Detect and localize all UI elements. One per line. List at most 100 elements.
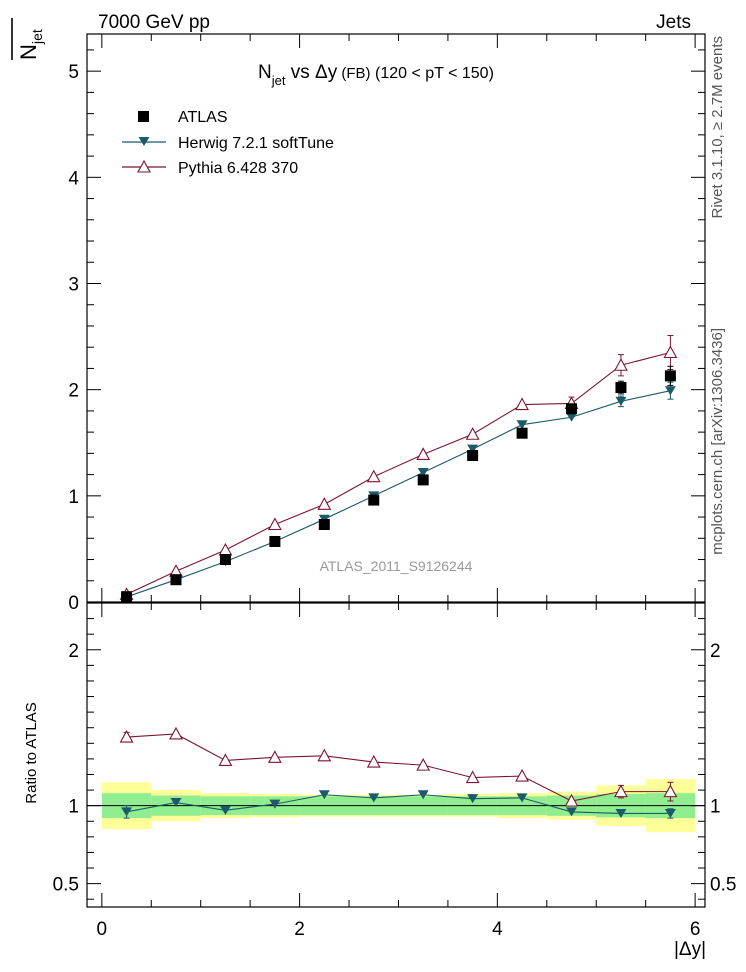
ratio-ytick-label-left-0: 0.5 xyxy=(53,875,79,896)
ratio-pythia-point-0 xyxy=(119,729,134,743)
ratio-ytick-label-right-0: 0.5 xyxy=(710,875,736,896)
main-atlas-point-4 xyxy=(318,518,330,530)
legend-pythia-marker xyxy=(137,159,151,173)
main-title: Njet vs Δy (FB) (120 < pT < 150) xyxy=(258,62,494,88)
main-atlas-point-1 xyxy=(170,574,182,586)
ratio-ytick-label-right-1: 1 xyxy=(710,797,721,818)
ratio-pythia-point-10 xyxy=(614,784,628,798)
legend-atlas-marker xyxy=(138,111,149,122)
main-atlas-point-7 xyxy=(467,449,479,461)
main-ytick-label-5: 5 xyxy=(68,62,79,83)
ratio-pythia-point-8 xyxy=(515,768,529,782)
main-ylabel: N jet xyxy=(11,18,45,60)
title-subscript: jet xyxy=(271,73,286,88)
main-herwig-point-7 xyxy=(467,444,479,454)
main-pythia-point-11 xyxy=(663,345,678,359)
main-pythia-point-3 xyxy=(267,517,282,531)
ratio-pythia-line xyxy=(126,733,671,802)
ratio-herwig-point-5 xyxy=(368,793,380,803)
ratio-ytick-label-right-2: 2 xyxy=(710,641,721,662)
main-pythia-line xyxy=(126,351,671,595)
ratio-pythia-point-6 xyxy=(416,757,431,771)
rivet-label: Rivet 3.1.10, ≥ 2.7M events xyxy=(709,36,726,219)
ratio-axis-ticks: 0.5 0.5 1 1 2 2 0 2 4 6 xyxy=(53,603,736,940)
header-left-label: 7000 GeV pp xyxy=(98,12,210,33)
ratio-pythia-point-1 xyxy=(169,726,183,740)
ratio-herwig-point-0 xyxy=(121,807,133,817)
legend-pythia-label: Pythia 6.428 370 xyxy=(178,160,298,177)
title-tag: (FB) xyxy=(337,65,370,82)
main-atlas-point-6 xyxy=(417,474,429,486)
main-herwig-point-9 xyxy=(566,412,578,422)
main-pythia-point-2 xyxy=(218,542,233,556)
ratio-pythia-point-5 xyxy=(366,754,381,768)
main-pythia-point-8 xyxy=(515,397,529,411)
ratio-pythia-point-4 xyxy=(317,748,332,762)
main-herwig-point-6 xyxy=(417,467,429,477)
ratio-herwig-point-2 xyxy=(219,805,231,815)
main-atlas-point-3 xyxy=(269,535,281,547)
ratio-ylabel: Ratio to ATLAS xyxy=(23,702,40,803)
xtick-label-3: 6 xyxy=(690,919,701,940)
ratio-herwig-point-10 xyxy=(615,808,627,818)
ratio-herwig-point-9 xyxy=(566,807,578,817)
ratio-herwig-point-11 xyxy=(664,808,676,818)
header-right-label: Jets xyxy=(656,12,691,33)
ratio-herwig-point-7 xyxy=(467,794,479,804)
watermark-label: ATLAS_2011_S9126244 xyxy=(320,558,473,574)
ratio-herwig-line xyxy=(126,794,671,815)
ratio-series-layer xyxy=(119,726,678,819)
main-ytick-label-1: 1 xyxy=(68,487,79,508)
main-atlas-point-2 xyxy=(219,554,231,566)
main-series-layer xyxy=(119,335,678,603)
main-frame xyxy=(86,33,706,603)
xtick-label-0: 0 xyxy=(97,919,108,940)
main-ytick-label-3: 3 xyxy=(68,274,79,295)
main-ylabel-symbol: N xyxy=(16,44,41,60)
legend: ATLAS Herwig 7.2.1 softTune Pythia 6.428… xyxy=(122,109,334,177)
main-pythia-point-6 xyxy=(416,447,431,460)
main-pythia-point-7 xyxy=(465,427,480,440)
xtick-label-2: 4 xyxy=(492,919,503,940)
ratio-herwig-point-3 xyxy=(269,799,281,809)
ratio-herwig-point-6 xyxy=(417,790,429,800)
ratio-pythia-point-9 xyxy=(564,793,579,807)
main-pythia-point-10 xyxy=(614,358,628,371)
ratio-herwig-point-4 xyxy=(318,790,330,800)
main-atlas-point-11 xyxy=(664,370,676,382)
main-pythia-point-4 xyxy=(317,497,332,510)
main-atlas-point-8 xyxy=(516,427,528,439)
ratio-pythia-point-2 xyxy=(218,753,233,767)
title-range: (120 < pT < 150) xyxy=(371,65,494,82)
title-mid: vs Δy xyxy=(285,62,337,83)
legend-atlas-label: ATLAS xyxy=(178,109,228,126)
ratio-pythia-point-3 xyxy=(267,750,282,763)
main-ytick-label-0: 0 xyxy=(68,593,79,614)
xtick-label-1: 2 xyxy=(294,919,305,940)
main-ytick-label-4: 4 xyxy=(68,168,79,189)
main-atlas-point-5 xyxy=(368,494,380,506)
main-pythia-point-5 xyxy=(366,469,381,483)
ratio-ytick-label-left-2: 2 xyxy=(68,641,79,662)
main-herwig-point-10 xyxy=(615,396,627,406)
main-herwig-point-11 xyxy=(664,386,676,396)
main-herwig-line xyxy=(126,390,671,598)
ratio-pythia-point-7 xyxy=(465,770,480,784)
main-ylabel-subscript: jet xyxy=(29,29,45,45)
ratio-uncertainty-bands xyxy=(87,779,705,833)
main-herwig-point-8 xyxy=(516,420,528,430)
mcplots-label: mcplots.cern.ch [arXiv:1306.3436] xyxy=(709,328,726,555)
main-axis-ticks: 0 1 2 3 4 5 xyxy=(68,34,705,614)
main-atlas-point-10 xyxy=(615,382,627,394)
main-atlas-point-0 xyxy=(121,591,133,603)
legend-herwig-marker xyxy=(138,137,150,146)
ratio-herwig-point-1 xyxy=(170,798,182,808)
legend-herwig-label: Herwig 7.2.1 softTune xyxy=(178,135,334,152)
ratio-frame xyxy=(86,602,706,908)
main-atlas-point-9 xyxy=(566,403,578,415)
ratio-herwig-point-8 xyxy=(516,793,528,803)
xaxis-label: |Δy| xyxy=(674,939,706,960)
ratio-ytick-label-left-1: 1 xyxy=(68,797,79,818)
main-ytick-label-2: 2 xyxy=(68,381,79,402)
